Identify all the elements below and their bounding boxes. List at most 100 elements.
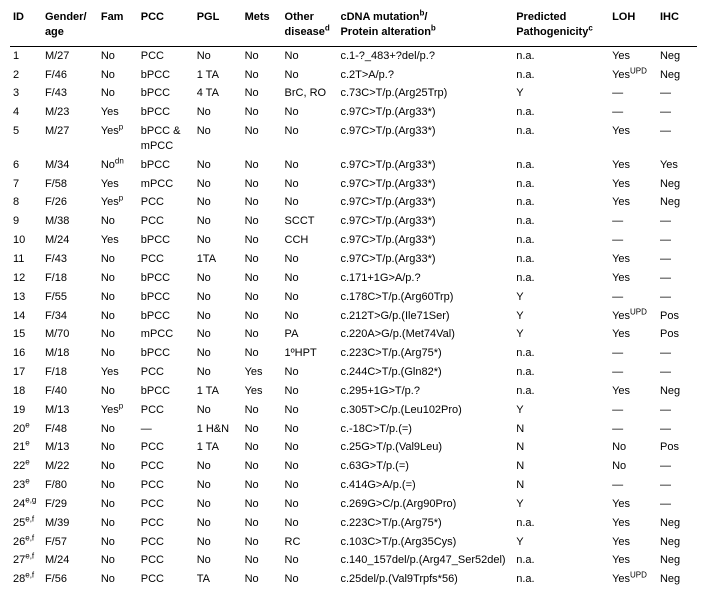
table-cell: n.a. [513,212,609,231]
table-cell: No [98,457,138,476]
table-cell: n.a. [513,570,609,589]
table-cell: M/27 [42,122,98,156]
table-cell: No [242,156,282,175]
table-cell: F/43 [42,84,98,103]
table-cell: bPCC [138,307,194,326]
table-cell: PA [282,325,338,344]
table-cell: — [609,231,657,250]
table-cell: 2 [10,66,42,85]
table-cell: bPCC [138,231,194,250]
table-cell: No [282,382,338,401]
table-cell: c.97C>T/p.(Arg33*) [337,175,513,194]
table-cell: No [98,570,138,589]
table-cell: Neg [657,66,697,85]
table-cell: PCC [138,457,194,476]
table-cell: Neg [657,514,697,533]
table-cell: — [657,363,697,382]
table-cell: No [194,156,242,175]
table-cell: YesUPD [609,570,657,589]
table-cell: 16 [10,344,42,363]
table-cell: No [242,401,282,420]
table-cell: 13 [10,288,42,307]
table-cell: 25e,f [10,514,42,533]
table-cell: No [194,495,242,514]
table-cell: — [657,401,697,420]
table-cell: No [282,103,338,122]
table-cell: Yes [657,156,697,175]
table-cell: No [98,420,138,439]
table-cell: No [282,250,338,269]
table-cell: — [657,344,697,363]
table-cell: n.a. [513,193,609,212]
table-cell: Pos [657,325,697,344]
table-cell: No [194,363,242,382]
table-cell: 1 [10,46,42,65]
table-cell: Yes [609,325,657,344]
table-cell: Yesp [98,122,138,156]
table-cell: PCC [138,363,194,382]
table-cell: Y [513,533,609,552]
table-row: 8F/26YespPCCNoNoNoc.97C>T/p.(Arg33*)n.a.… [10,193,697,212]
table-cell: 15 [10,325,42,344]
table-cell: No [282,457,338,476]
table-cell: No [194,344,242,363]
col-header: LOH [609,8,657,46]
table-cell: n.a. [513,250,609,269]
table-cell: F/58 [42,175,98,194]
table-cell: No [282,363,338,382]
table-cell: 3 [10,84,42,103]
table-cell: M/70 [42,325,98,344]
table-cell: No [98,514,138,533]
table-cell: 1TA [194,250,242,269]
table-cell: No [242,84,282,103]
table-cell: 1 TA [194,66,242,85]
table-cell: c.140_157del/p.(Arg47_Ser52del) [337,551,513,570]
table-cell: N [513,420,609,439]
table-cell: No [242,476,282,495]
table-cell: No [194,103,242,122]
table-cell: — [609,288,657,307]
table-cell: No [242,122,282,156]
table-cell: c.73C>T/p.(Arg25Trp) [337,84,513,103]
table-cell: No [282,175,338,194]
table-cell: M/24 [42,551,98,570]
table-cell: No [98,533,138,552]
table-cell: Yes [242,382,282,401]
table-cell: F/56 [42,570,98,589]
table-cell: — [657,476,697,495]
table-cell: No [242,288,282,307]
col-header: Mets [242,8,282,46]
table-cell: Yes [609,122,657,156]
table-cell: PCC [138,533,194,552]
table-cell: No [194,122,242,156]
table-cell: n.a. [513,514,609,533]
table-row: 14F/34NobPCCNoNoNoc.212T>G/p.(Ile71Ser)Y… [10,307,697,326]
table-cell: — [657,122,697,156]
table-row: 1M/27NoPCCNoNoNoc.1-?_483+?del/p.?n.a.Ye… [10,46,697,65]
table-cell: No [98,66,138,85]
table-cell: No [242,570,282,589]
table-cell: c.2T>A/p.? [337,66,513,85]
table-cell: No [194,533,242,552]
table-row: 26e,fF/57NoPCCNoNoRCc.103C>T/p.(Arg35Cys… [10,533,697,552]
table-cell: Yesp [98,401,138,420]
table-cell: c.244C>T/p.(Gln82*) [337,363,513,382]
table-cell: 26e,f [10,533,42,552]
table-cell: c.295+1G>T/p.? [337,382,513,401]
table-row: 3F/43NobPCC4 TANoBrC, ROc.73C>T/p.(Arg25… [10,84,697,103]
table-cell: No [98,476,138,495]
table-cell: No [242,269,282,288]
table-cell: BrC, RO [282,84,338,103]
table-cell: M/27 [42,46,98,65]
table-cell: Y [513,84,609,103]
table-cell: No [194,288,242,307]
table-cell: 22e [10,457,42,476]
table-cell: 17 [10,363,42,382]
table-cell: YesUPD [609,66,657,85]
table-cell: No [98,307,138,326]
table-cell: 4 TA [194,84,242,103]
col-header: IHC [657,8,697,46]
table-cell: M/38 [42,212,98,231]
table-cell: n.a. [513,269,609,288]
table-cell: No [98,212,138,231]
